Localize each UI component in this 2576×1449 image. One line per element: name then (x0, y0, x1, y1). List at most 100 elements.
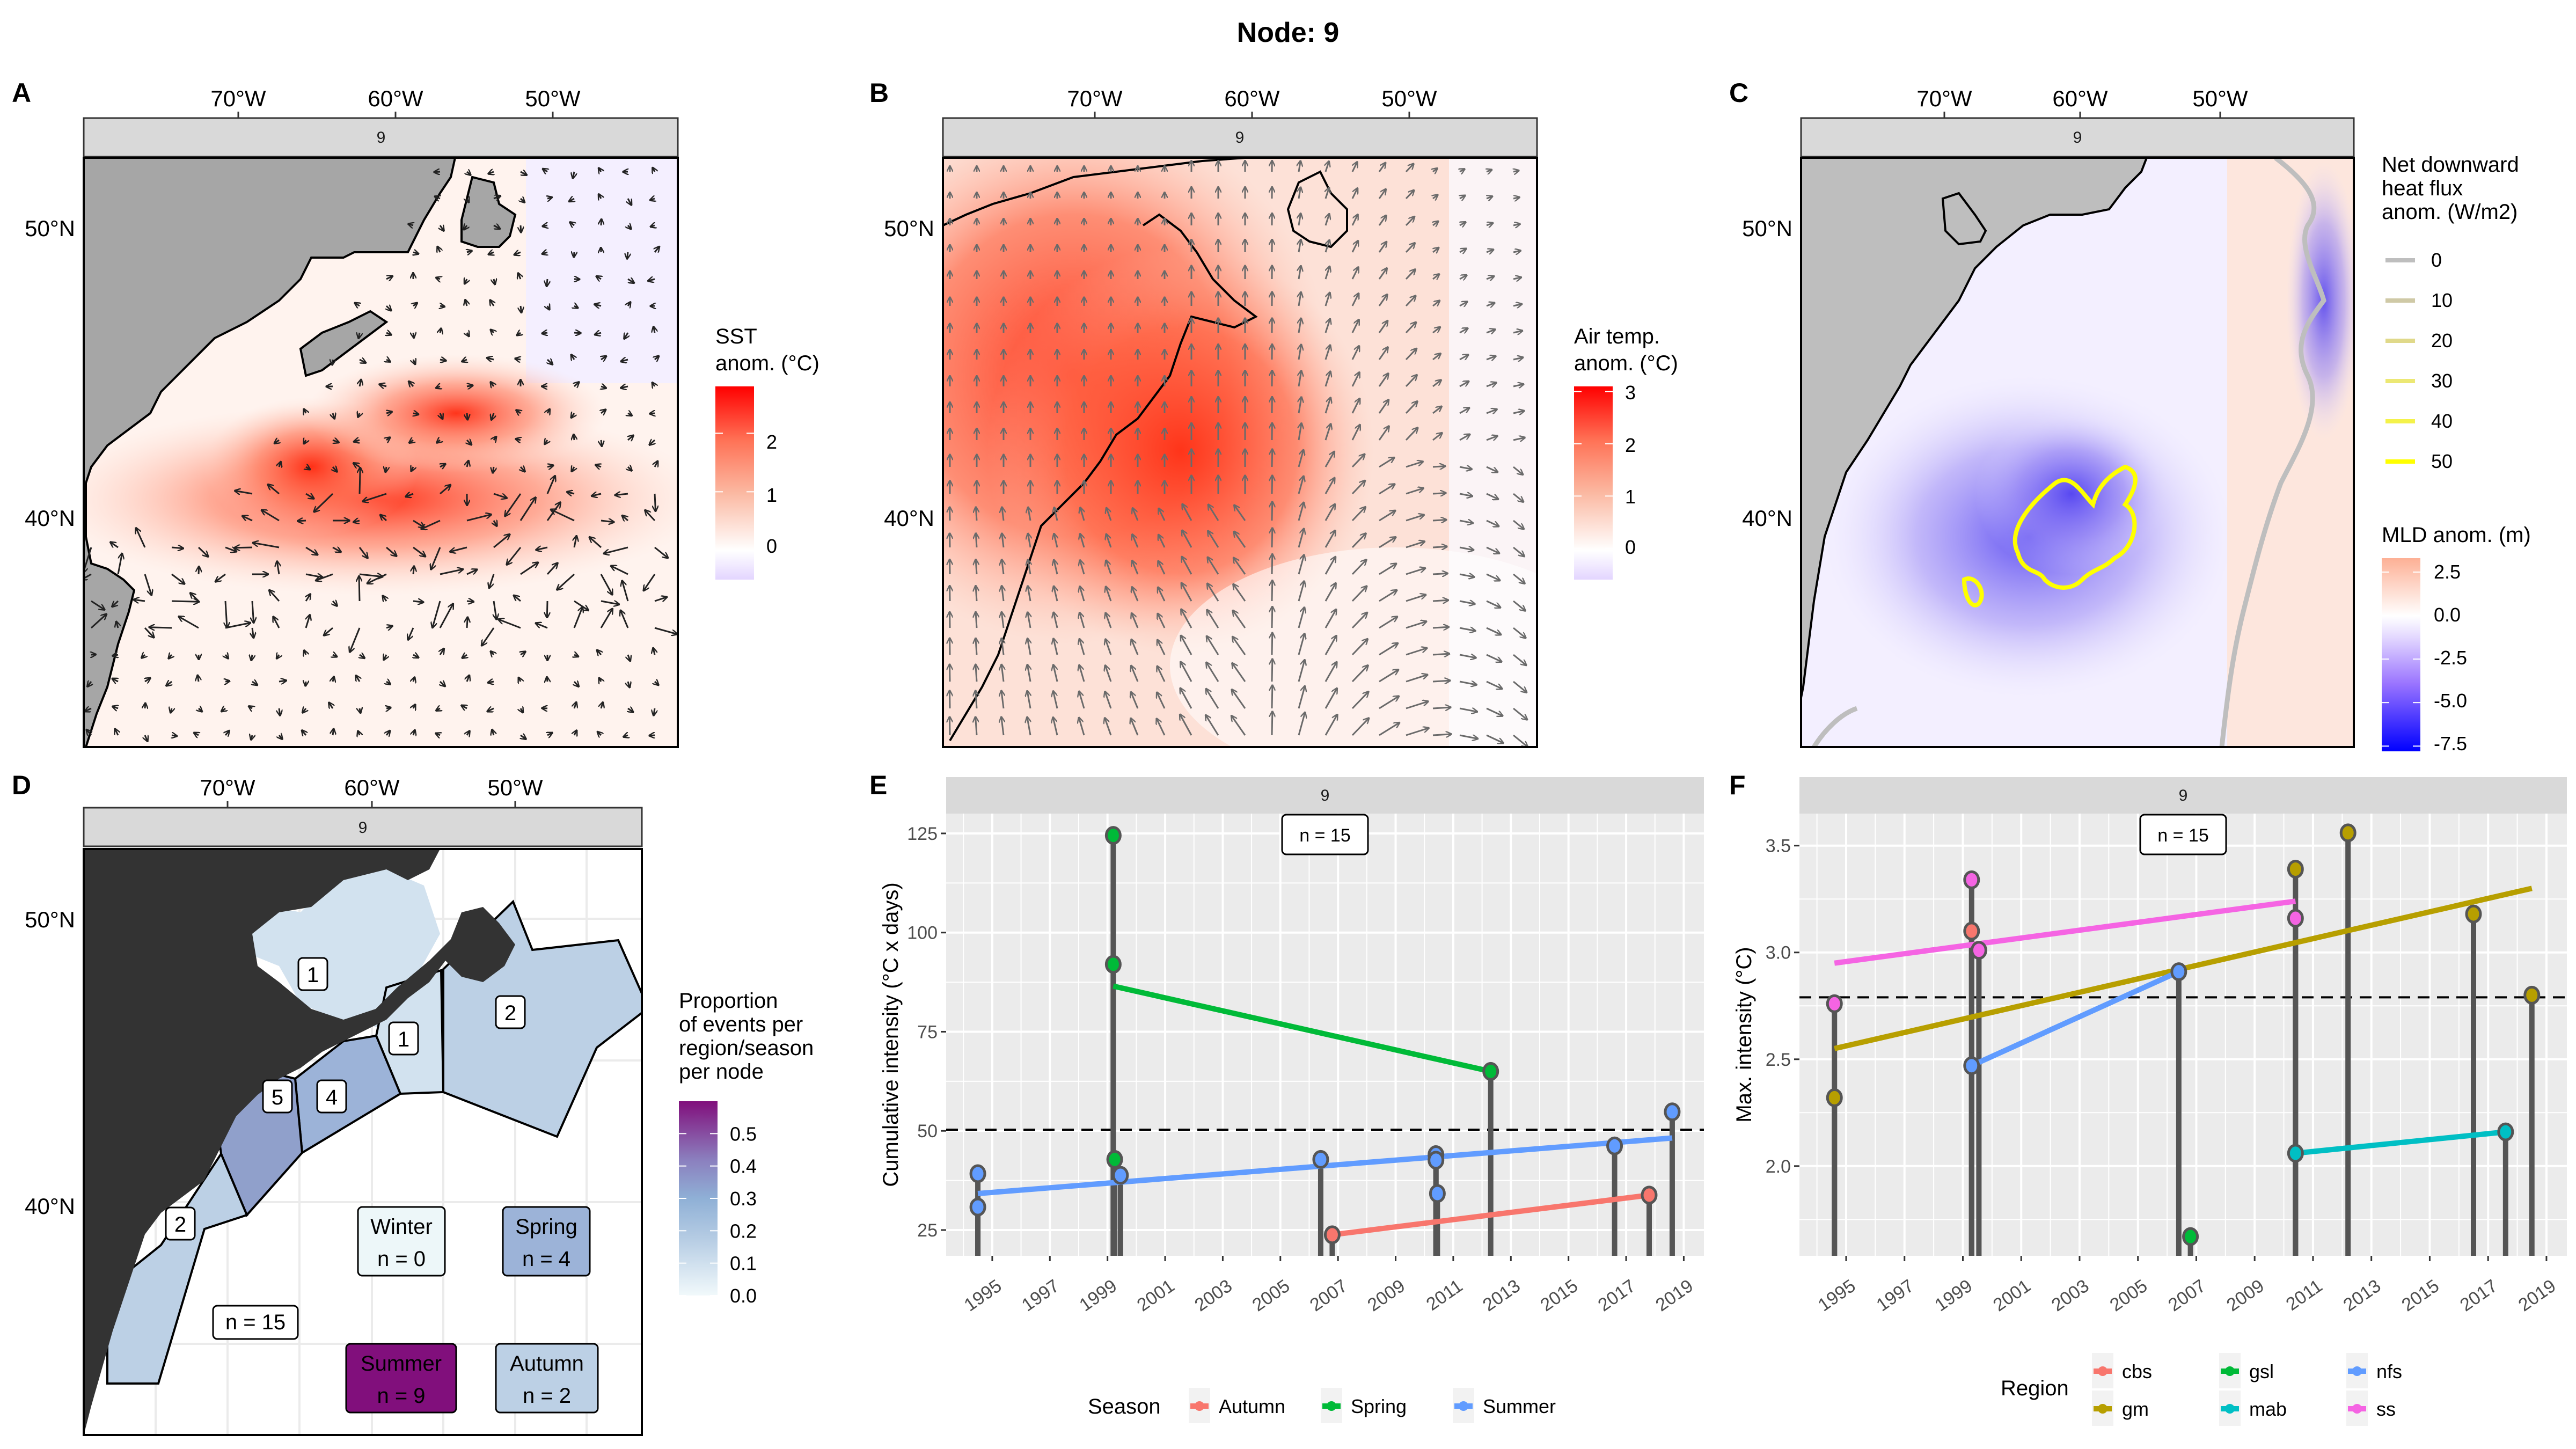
y-tick-label: 75 (917, 1022, 938, 1042)
wind-arrow (1233, 584, 1246, 602)
data-point-mab (2287, 1144, 2304, 1163)
wind-arrow (1513, 680, 1527, 692)
wind-arrow (1379, 617, 1397, 629)
wind-arrow (190, 593, 200, 602)
region-count: 1 (307, 963, 319, 987)
wind-arrow (518, 273, 521, 279)
legend-label: Summer (1483, 1395, 1556, 1417)
wind-arrow (279, 462, 281, 467)
colorbar-tick: 0.1 (730, 1253, 757, 1275)
panel-label-a: A (12, 78, 31, 108)
label-box (495, 995, 526, 1029)
wind-arrow (654, 597, 667, 601)
wind-arrow (1459, 381, 1469, 387)
panel-b: B 70°W 60°W 50°W 9 50°N 40°N Air temp. a… (869, 78, 1678, 748)
legend-mld: MLD anom. (m) 2.5 0.0 -2.5 -5.0 -7.5 (2382, 523, 2531, 755)
wind-arrow (1001, 638, 1004, 655)
wind-arrow (655, 356, 659, 360)
wind-arrow (1486, 734, 1503, 743)
wind-arrow (498, 619, 521, 629)
wind-arrow (333, 729, 334, 736)
facet-strip-a (83, 117, 679, 158)
wind-arrow (1159, 508, 1166, 521)
wind-arrow (1131, 639, 1139, 655)
wind-arrow (1379, 696, 1399, 709)
wind-arrow (1379, 458, 1394, 468)
wind-arrow (1378, 163, 1386, 172)
wind-arrow (145, 735, 148, 742)
wind-arrow (1432, 573, 1448, 574)
wind-arrow (652, 383, 655, 387)
wind-arrow (507, 547, 522, 565)
lon-tick-label: 60°W (344, 775, 400, 800)
wind-arrow (1351, 612, 1367, 629)
x-tick-label: 2019 (1652, 1276, 1697, 1316)
wind-arrow (269, 590, 280, 602)
data-point-ss (2287, 909, 2304, 928)
wind-arrow (386, 360, 390, 362)
data-point-gm (1826, 1088, 1843, 1107)
wind-arrow (1432, 493, 1446, 494)
wind-arrow (1324, 292, 1330, 306)
wind-arrow (116, 621, 119, 628)
wind-arrow (1513, 573, 1525, 584)
wind-arrow (1351, 560, 1366, 575)
wind-arrow (1324, 530, 1335, 548)
wind-arrow (1432, 354, 1441, 361)
wind-arrow (628, 198, 632, 205)
season-name: Winter (370, 1215, 433, 1239)
wind-arrow (628, 708, 633, 712)
wind-arrow (386, 730, 390, 735)
wind-arrow (437, 440, 440, 443)
wind-arrow (386, 333, 391, 335)
wind-arrow (1028, 638, 1031, 655)
panel-a: A 70°W 60°W 50°W 9 50°N 40°N SST a (12, 78, 819, 748)
wind-arrow (1513, 600, 1525, 611)
wind-arrow (1105, 718, 1112, 736)
wind-arrow (1232, 663, 1246, 682)
x-tick-label: 2011 (1423, 1276, 1467, 1315)
wind-arrow (1054, 507, 1057, 521)
wind-arrow (353, 521, 360, 522)
wind-arrow (413, 705, 415, 709)
wind-arrow (355, 303, 360, 306)
wind-arrow (1459, 734, 1478, 739)
data-point-autumn (1323, 1225, 1341, 1245)
wind-arrow (521, 305, 522, 313)
wind-arrow (252, 601, 254, 623)
wind-arrow (435, 196, 440, 199)
wind-arrow (628, 435, 633, 440)
wind-arrow (1406, 462, 1423, 468)
lon-tick-label: 50°W (487, 775, 543, 800)
wind-arrow (1054, 533, 1057, 548)
wind-arrow (225, 655, 228, 658)
wind-arrow (305, 615, 310, 628)
data-point-nfs (1963, 1056, 1980, 1075)
lon-ticks-c: 70°W 60°W 50°W (1916, 86, 2248, 118)
wind-arrow (172, 735, 177, 736)
wind-arrow (305, 682, 306, 686)
wind-arrow (1459, 708, 1477, 712)
wind-arrow (1351, 507, 1366, 522)
colorbar-tick: -5.0 (2434, 690, 2467, 712)
wind-arrow (1486, 493, 1498, 499)
wind-arrow (1513, 437, 1525, 440)
wind-arrow (1002, 533, 1004, 548)
wind-arrow (1351, 162, 1357, 172)
season-count: n = 0 (377, 1247, 426, 1271)
wind-arrow (466, 601, 474, 602)
wind-arrow (1432, 654, 1450, 655)
legend-item-cbs: cbs (2092, 1353, 2152, 1388)
wind-arrow (1351, 454, 1365, 468)
legend-key-point (1327, 1401, 1336, 1411)
wind-arrow (628, 302, 631, 306)
x-tick-label: 2003 (1191, 1276, 1236, 1316)
wind-arrow (976, 586, 977, 602)
wind-arrow (225, 601, 227, 628)
x-tick-label: 2005 (1249, 1276, 1294, 1316)
wind-arrow (1459, 521, 1473, 523)
colorbar-air-temp (1574, 386, 1613, 580)
wind-arrow (1406, 515, 1424, 522)
wind-arrow (1513, 519, 1524, 529)
wind-arrow (1406, 728, 1429, 736)
